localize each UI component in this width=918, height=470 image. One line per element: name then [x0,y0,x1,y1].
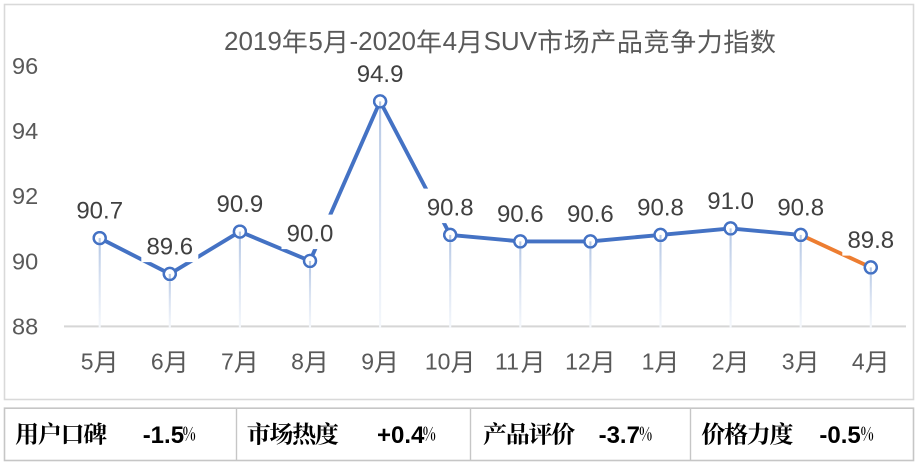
svg-text:9: 9 [361,349,374,375]
svg-text:6: 6 [151,349,164,375]
svg-text:91.0: 91.0 [707,188,754,215]
svg-text:11: 11 [495,349,519,375]
svg-text:2: 2 [712,349,725,375]
svg-text:90.7: 90.7 [76,198,123,225]
svg-text:92: 92 [12,183,38,209]
svg-text:7: 7 [221,349,234,375]
svg-text:12: 12 [565,349,591,375]
svg-text:90.8: 90.8 [427,194,474,221]
svg-text:-2020: -2020 [350,26,417,56]
svg-text:10: 10 [425,349,451,375]
svg-text:8: 8 [291,349,304,375]
svg-text:88: 88 [12,313,38,339]
svg-text:SUV: SUV [484,26,538,56]
svg-text:90.9: 90.9 [217,191,264,218]
svg-text:-0.5: -0.5 [819,422,860,449]
svg-text:94.9: 94.9 [357,61,404,88]
svg-text:5: 5 [308,26,322,56]
svg-text:1: 1 [642,349,655,375]
svg-text:90.6: 90.6 [567,201,614,228]
svg-text:96: 96 [12,53,38,79]
svg-text:-1.5: -1.5 [143,422,184,449]
svg-text:4: 4 [443,26,457,56]
svg-text:90.8: 90.8 [637,194,684,221]
svg-text:89.8: 89.8 [847,227,894,254]
svg-text:4: 4 [852,349,865,375]
svg-text:90.6: 90.6 [497,201,544,228]
svg-text:94: 94 [12,118,38,144]
svg-text:2019: 2019 [224,26,282,56]
svg-text:90: 90 [12,248,38,274]
svg-text:3: 3 [782,349,795,375]
svg-text:89.6: 89.6 [146,233,193,260]
svg-text:5: 5 [81,349,94,375]
svg-text:+0.4: +0.4 [377,422,425,449]
svg-text:90.8: 90.8 [777,194,824,221]
svg-text:-3.7: -3.7 [599,422,640,449]
svg-text:90.0: 90.0 [287,220,334,247]
